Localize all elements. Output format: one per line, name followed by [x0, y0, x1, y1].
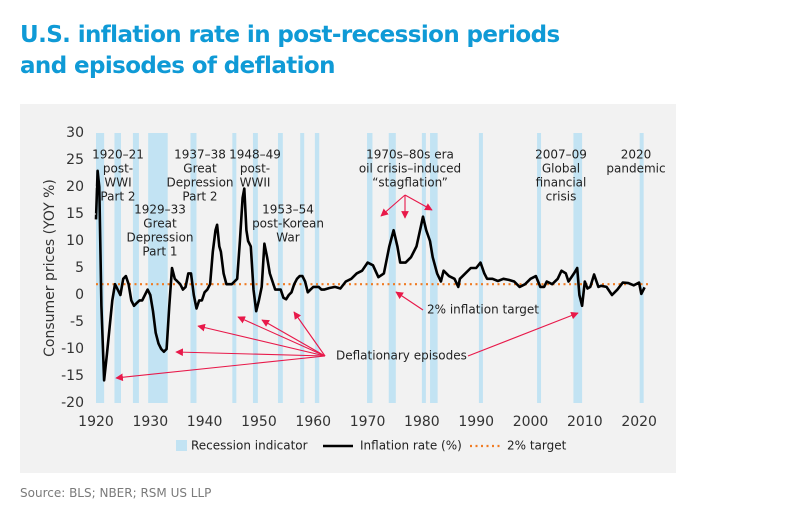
annotation: Great — [183, 162, 217, 176]
arrow — [404, 194, 433, 211]
y-tick-label: -10 — [61, 341, 84, 357]
arrow — [395, 291, 424, 311]
annotation: crisis — [546, 190, 577, 204]
recession-band — [300, 133, 305, 403]
source: Source: BLS; NBER; RSM US LLP — [20, 486, 212, 500]
annotation: Part 2 — [182, 190, 217, 204]
y-tick-label: 20 — [66, 179, 84, 195]
recession-band — [421, 133, 426, 403]
y-tick-label: 25 — [66, 152, 84, 168]
annotation: 2% inflation target — [427, 303, 539, 317]
arrow — [197, 323, 326, 357]
annotation: 1937–38 — [174, 148, 226, 162]
legend-swatch — [176, 440, 187, 451]
x-tick-label: 1950 — [241, 414, 277, 430]
annotation: Deflationary episodes — [336, 349, 467, 363]
y-tick-label: -15 — [61, 368, 84, 384]
x-tick-label: 2020 — [621, 414, 657, 430]
annotation: Part 2 — [100, 190, 135, 204]
y-tick-label: -20 — [61, 395, 84, 411]
recession-band — [132, 133, 139, 403]
recession-band — [478, 133, 483, 403]
annotation: pandemic — [606, 162, 665, 176]
inflation-line — [94, 169, 646, 382]
arrow — [467, 311, 579, 357]
x-tick-label: 1970 — [350, 414, 386, 430]
recession-band — [639, 133, 644, 403]
arrow — [293, 311, 326, 357]
x-tick-label: 1980 — [404, 414, 440, 430]
annotation: 1948–49 — [229, 148, 281, 162]
y-tick-label: 15 — [66, 206, 84, 222]
arrow — [115, 355, 326, 382]
recession-band — [430, 133, 438, 403]
arrow — [261, 319, 326, 357]
x-tick-label: 1930 — [132, 414, 168, 430]
annotation: 1953–54 — [262, 203, 314, 217]
annotation: 1920–21 — [92, 148, 144, 162]
recession-band — [252, 133, 258, 403]
recession-band — [114, 133, 121, 403]
annotation: 1929–33 — [134, 203, 186, 217]
annotation: Great — [143, 217, 177, 231]
annotation: Depression — [166, 176, 233, 190]
recession-band — [314, 133, 320, 403]
arrow — [237, 316, 326, 357]
annotation: War — [276, 231, 299, 245]
x-tick-label: 1940 — [187, 414, 223, 430]
annotation: 1970s–80s era — [366, 148, 454, 162]
x-tick-label: 2010 — [567, 414, 603, 430]
chart-title: U.S. inflation rate in post-recession pe… — [20, 22, 560, 79]
recession-band — [367, 133, 373, 403]
annotation: oil crisis–induced — [359, 162, 461, 176]
recession-band — [388, 133, 396, 403]
y-tick-label: 5 — [75, 260, 84, 276]
annotation: post-Korean — [252, 217, 324, 231]
x-tick-label: 2000 — [513, 414, 549, 430]
annotation: post- — [240, 162, 270, 176]
recession-band — [190, 133, 197, 403]
legend-label: Recession indicator — [191, 439, 308, 453]
legend-label: Inflation rate (%) — [360, 439, 462, 453]
arrow — [175, 348, 326, 357]
arrow — [380, 194, 406, 217]
legend-label: 2% target — [507, 439, 567, 453]
y-axis-label: Consumer prices (YOY %) — [42, 179, 58, 357]
annotation: 2007–09 — [535, 148, 587, 162]
x-tick-label: 1990 — [458, 414, 494, 430]
annotation: “stagflation” — [372, 176, 448, 190]
annotation: 2020 — [621, 148, 652, 162]
annotation: WWI — [104, 176, 131, 190]
recession-band — [232, 133, 237, 403]
y-tick-label: 30 — [66, 125, 84, 141]
recession-band — [277, 133, 283, 403]
recession-band — [148, 133, 168, 403]
annotation: post- — [103, 162, 133, 176]
annotation: Part 1 — [142, 245, 177, 259]
annotation: Depression — [126, 231, 193, 245]
annotation: financial — [536, 176, 587, 190]
recession-band — [537, 133, 542, 403]
y-tick-label: 0 — [75, 287, 84, 303]
y-tick-label: -5 — [70, 314, 84, 330]
y-tick-label: 10 — [66, 233, 84, 249]
x-tick-label: 1920 — [78, 414, 114, 430]
annotation: WWII — [240, 176, 271, 190]
x-tick-label: 1960 — [295, 414, 331, 430]
annotation: Global — [542, 162, 580, 176]
